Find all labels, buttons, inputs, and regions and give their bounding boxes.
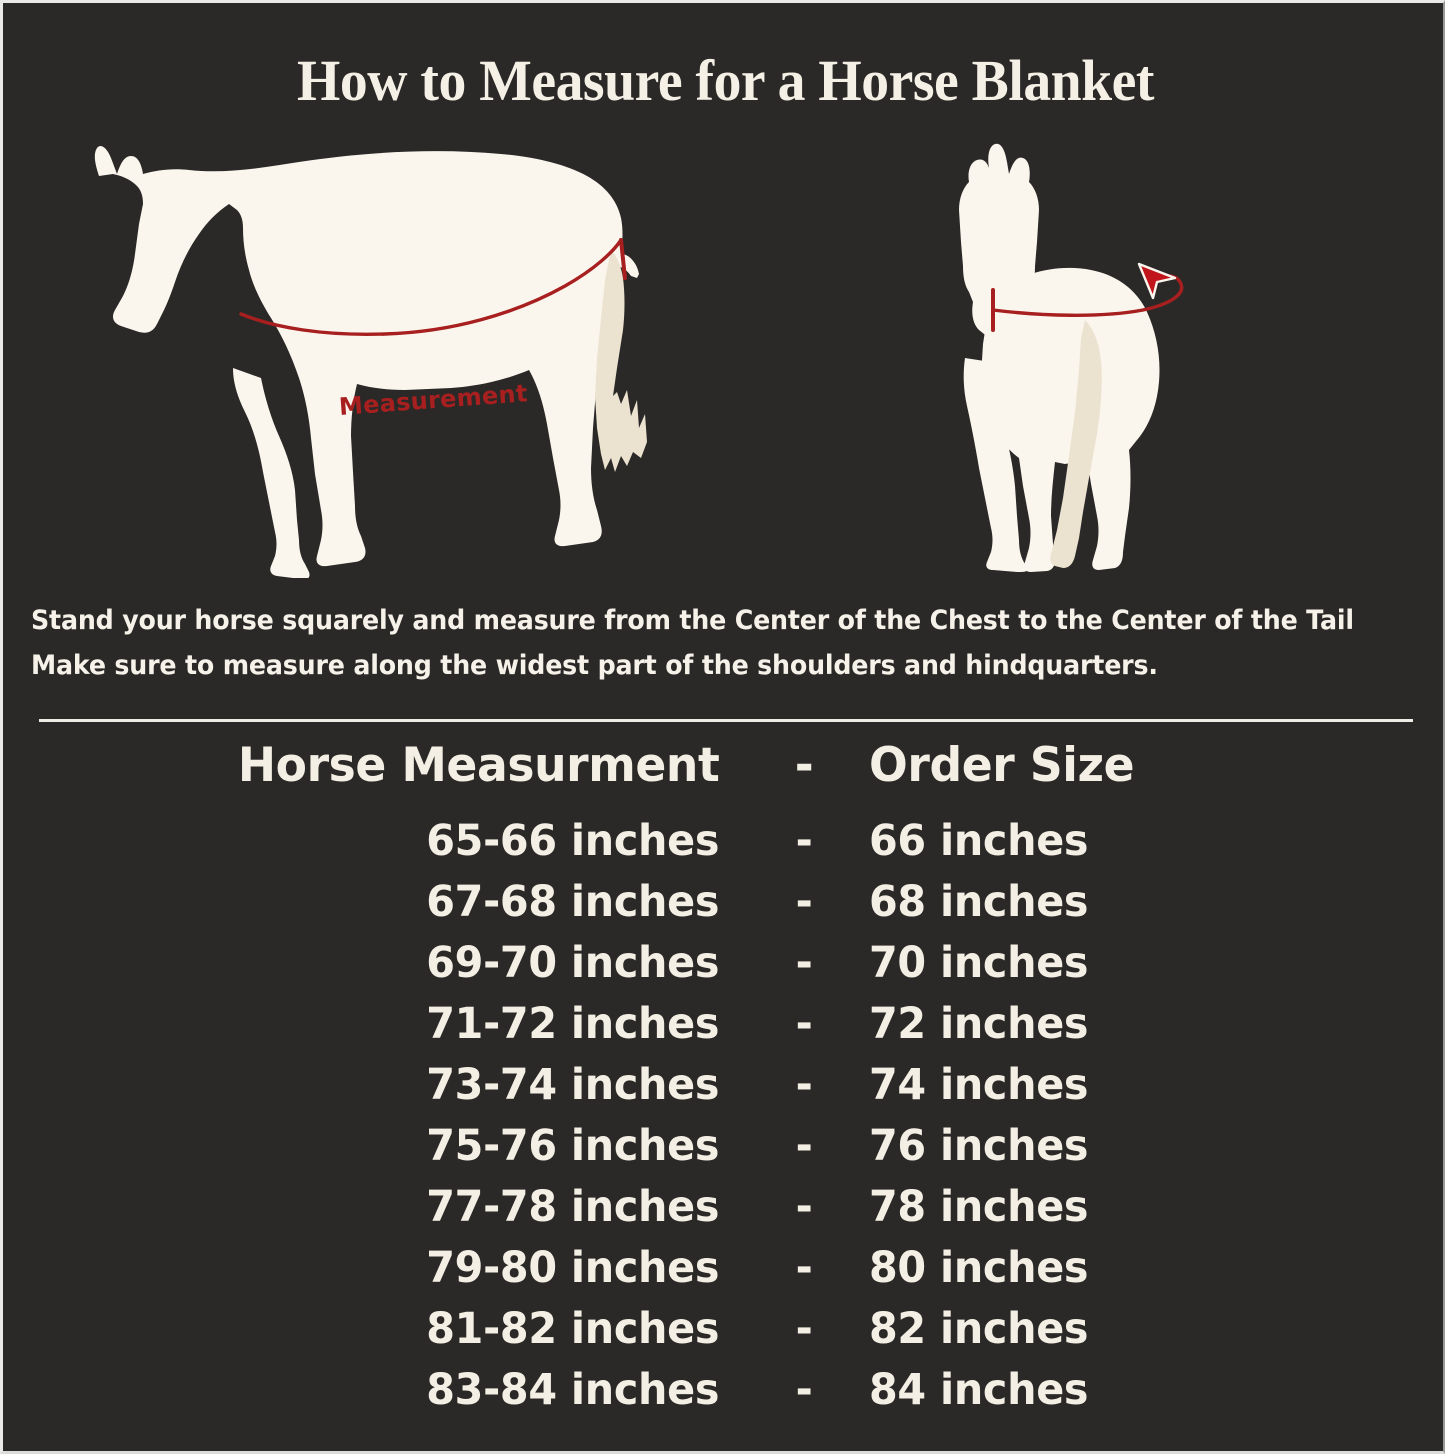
cell-separator: -	[795, 1060, 813, 1110]
cell-measurement: 65-66 inches	[426, 816, 719, 866]
instructions-line-1: Stand your horse squarely and measure fr…	[31, 605, 1354, 636]
cell-measurement: 81-82 inches	[426, 1304, 719, 1354]
cell-order-size: 80 inches	[869, 1243, 1089, 1293]
cell-measurement: 77-78 inches	[426, 1182, 719, 1232]
illustration-area: Measurement	[3, 128, 1443, 583]
cell-separator: -	[795, 1304, 813, 1354]
instructions-text: Stand your horse squarely and measure fr…	[31, 598, 1368, 688]
header-measurement: Horse Measurment	[237, 738, 720, 793]
section-divider	[39, 719, 1413, 722]
cell-separator: -	[795, 938, 813, 988]
cell-order-size: 84 inches	[869, 1365, 1089, 1415]
horse-side-view	[94, 146, 647, 578]
table-row: 67-68 inches - 68 inches	[3, 877, 1443, 938]
horse-side-body	[94, 146, 640, 567]
measurement-end-tick	[619, 238, 627, 280]
cell-order-size: 78 inches	[869, 1182, 1089, 1232]
cell-measurement: 83-84 inches	[426, 1365, 719, 1415]
header-order-size: Order Size	[869, 738, 1135, 793]
size-chart-table: Horse Measurment - Order Size 65-66 inch…	[3, 738, 1443, 1426]
table-row: 77-78 inches - 78 inches	[3, 1182, 1443, 1243]
cell-order-size: 82 inches	[869, 1304, 1089, 1354]
cell-order-size: 72 inches	[869, 999, 1089, 1049]
cell-measurement: 69-70 inches	[426, 938, 719, 988]
cell-separator: -	[795, 1182, 813, 1232]
table-header-row: Horse Measurment - Order Size	[3, 738, 1443, 816]
table-row: 81-82 inches - 82 inches	[3, 1304, 1443, 1365]
cell-order-size: 70 inches	[869, 938, 1089, 988]
cell-measurement: 71-72 inches	[426, 999, 719, 1049]
horse-side-tail	[595, 250, 647, 472]
table-row: 83-84 inches - 84 inches	[3, 1365, 1443, 1426]
measurement-line-side	[239, 238, 623, 336]
measurement-arrow-icon	[1137, 262, 1177, 300]
cell-separator: -	[795, 1121, 813, 1171]
horse-rear-tail	[1050, 320, 1102, 568]
page-title: How to Measure for a Horse Blanket	[297, 48, 1154, 113]
instructions-line-2: Make sure to measure along the widest pa…	[31, 650, 1158, 681]
cell-measurement: 73-74 inches	[426, 1060, 719, 1110]
cell-order-size: 66 inches	[869, 816, 1089, 866]
cell-order-size: 76 inches	[869, 1121, 1089, 1171]
cell-separator: -	[795, 816, 813, 866]
cell-separator: -	[795, 877, 813, 927]
table-row: 75-76 inches - 76 inches	[3, 1121, 1443, 1182]
cell-measurement: 79-80 inches	[426, 1243, 719, 1293]
table-row: 79-80 inches - 80 inches	[3, 1243, 1443, 1304]
horse-rear-body	[981, 267, 1160, 572]
horse-side-foreleg	[233, 368, 310, 578]
cell-separator: -	[795, 1365, 813, 1415]
cell-separator: -	[795, 999, 813, 1049]
table-row: 71-72 inches - 72 inches	[3, 999, 1443, 1060]
cell-measurement: 67-68 inches	[426, 877, 719, 927]
cell-separator: -	[795, 1243, 813, 1293]
header-separator: -	[794, 738, 814, 793]
table-row: 69-70 inches - 70 inches	[3, 938, 1443, 999]
horse-rear-view	[959, 143, 1184, 572]
table-row: 65-66 inches - 66 inches	[3, 816, 1443, 877]
cell-order-size: 74 inches	[869, 1060, 1089, 1110]
table-row: 73-74 inches - 74 inches	[3, 1060, 1443, 1121]
horse-rear-hindleg	[963, 358, 1027, 572]
cell-measurement: 75-76 inches	[426, 1121, 719, 1171]
cell-order-size: 68 inches	[869, 877, 1089, 927]
